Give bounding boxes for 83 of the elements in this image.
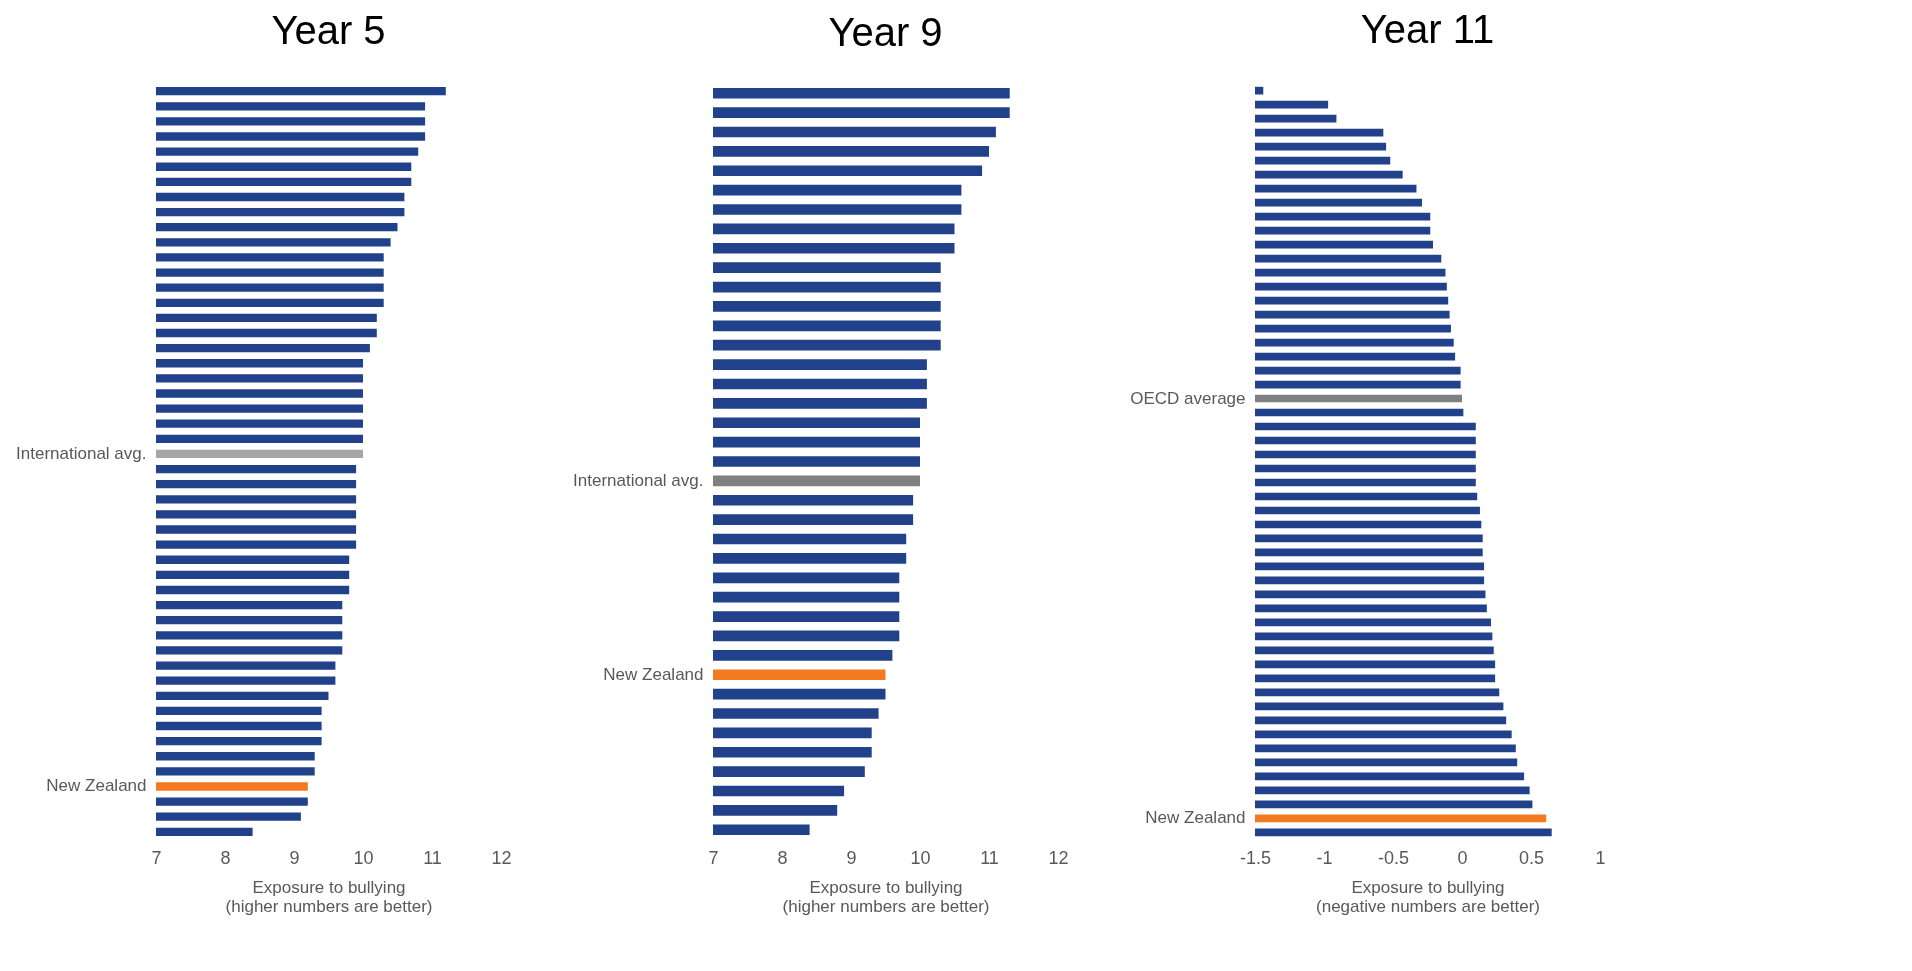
bar <box>1255 646 1494 655</box>
x-tick-label: 8 <box>777 847 788 868</box>
x-tick-label: -1 <box>1316 847 1333 868</box>
bar <box>1255 800 1533 809</box>
bar <box>1255 576 1485 585</box>
bar <box>1255 660 1496 669</box>
x-tick-label: 0.5 <box>1518 847 1545 868</box>
bar <box>1255 548 1483 557</box>
bar <box>1255 170 1403 179</box>
bar <box>1255 184 1417 193</box>
bar <box>1255 394 1462 403</box>
bar <box>1255 464 1476 473</box>
bar <box>1255 674 1496 683</box>
bar <box>1255 492 1478 501</box>
x-tick-label: 7 <box>708 847 719 868</box>
bar <box>1255 324 1451 333</box>
chart-title: Year 5 <box>271 7 386 52</box>
bar <box>1255 828 1552 837</box>
x-tick-label: -0.5 <box>1377 847 1410 868</box>
x-tick-label: 9 <box>846 847 857 868</box>
x-tick-label: 11 <box>423 847 442 868</box>
bar <box>1255 268 1446 277</box>
bar <box>1255 212 1431 221</box>
chart-title: Year 11 <box>1360 7 1495 52</box>
bar <box>1255 744 1516 753</box>
chart-title: Year 9 <box>828 9 943 54</box>
bar <box>1255 422 1476 431</box>
bar <box>1255 156 1391 165</box>
x-tick-label: -1.5 <box>1239 847 1272 868</box>
bar <box>1255 380 1461 389</box>
x-tick-label: 10 <box>353 847 374 868</box>
y-tick-label: New Zealand <box>603 664 704 684</box>
x-tick-label: 11 <box>980 847 999 868</box>
y-tick-label: New Zealand <box>46 776 147 796</box>
bar <box>1255 352 1456 361</box>
bar <box>1255 772 1525 781</box>
bar <box>1255 562 1485 571</box>
x-tick-label: 7 <box>151 847 162 868</box>
bar <box>1255 226 1431 235</box>
bar <box>1255 604 1487 613</box>
x-tick-label: 0 <box>1457 847 1468 868</box>
bar <box>1255 198 1422 207</box>
y-tick-label: OECD average <box>1130 388 1246 408</box>
y-tick-label: New Zealand <box>1145 808 1246 828</box>
y-tick-label: International avg. <box>16 443 147 463</box>
bar <box>1255 632 1493 641</box>
bar <box>1255 128 1384 137</box>
bar <box>1255 366 1461 375</box>
bar <box>1255 534 1483 543</box>
bar <box>1255 450 1476 459</box>
x-axis-title: Exposure to bullying (negative numbers are better) <box>1316 877 1540 916</box>
bar <box>1255 478 1476 487</box>
bar <box>1255 814 1547 823</box>
bar <box>1255 590 1486 599</box>
bar <box>1255 282 1447 291</box>
x-tick-label: 8 <box>220 847 231 868</box>
x-tick-label: 10 <box>910 847 931 868</box>
bar <box>1255 506 1480 515</box>
bar <box>1255 520 1482 529</box>
x-axis-title: Exposure to bullying (higher numbers are better) <box>225 877 433 916</box>
bar <box>1255 296 1449 305</box>
x-axis-title: Exposure to bullying (higher numbers are better) <box>782 877 990 916</box>
x-tick-label: 9 <box>289 847 300 868</box>
bar <box>1255 758 1518 767</box>
bar <box>1255 786 1530 795</box>
bar <box>1255 730 1512 739</box>
bar <box>1255 618 1491 627</box>
bar <box>1255 688 1500 697</box>
bar <box>1255 100 1329 109</box>
bar <box>1255 142 1387 151</box>
bar <box>1255 716 1507 725</box>
bar <box>1255 338 1454 347</box>
x-tick-label: 12 <box>1048 847 1069 868</box>
y-tick-label: International avg. <box>573 470 704 490</box>
bar <box>1255 436 1476 445</box>
x-tick-label: 1 <box>1595 847 1606 868</box>
x-tick-label: 12 <box>491 847 512 868</box>
bar <box>1255 310 1450 319</box>
bar <box>1255 240 1434 249</box>
bar <box>1255 702 1504 711</box>
bar <box>1255 408 1464 417</box>
bar <box>1255 254 1442 263</box>
bar <box>1255 114 1337 123</box>
